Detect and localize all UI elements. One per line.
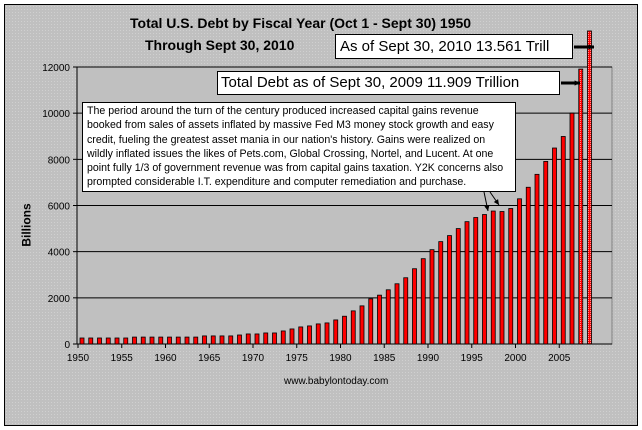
bar-1966	[219, 335, 225, 345]
x-tick-label: 1975	[286, 353, 309, 364]
bar-1979	[333, 319, 339, 345]
bar-1997	[490, 210, 496, 345]
y-tick-label: 4000	[48, 248, 71, 259]
y-tick-label: 6000	[48, 202, 71, 213]
bar-1965	[210, 335, 216, 345]
bar-1981	[350, 310, 356, 345]
y-tick-label: 0	[64, 340, 70, 351]
bar-2008	[587, 30, 592, 345]
bar-1988	[412, 268, 417, 345]
bar-1969	[245, 333, 251, 345]
bar-2006	[569, 112, 575, 345]
bar-1990	[429, 249, 435, 345]
bar-1989	[420, 258, 426, 345]
bar-1952	[97, 337, 102, 345]
x-tick-label: 1985	[373, 353, 396, 364]
bar-2004	[552, 147, 557, 345]
bar-1995	[473, 217, 479, 345]
bar-1975	[298, 326, 304, 345]
bar-1958	[149, 336, 155, 345]
bar-1984	[377, 294, 382, 345]
arrow-icon-head	[588, 44, 594, 50]
bar-1960	[167, 336, 172, 345]
footer-url: www.babylontoday.com	[284, 376, 389, 387]
chart-title: Total U.S. Debt by Fiscal Year (Oct 1 - …	[130, 15, 472, 31]
x-tick-label: 1995	[461, 353, 484, 364]
bar-1974	[289, 328, 295, 345]
arrow-icon-head	[493, 199, 499, 205]
annotation-2009: Total Debt as of Sept 30, 2009 11.909 Tr…	[217, 71, 560, 95]
bar-1971	[263, 332, 269, 345]
bar-1983	[368, 298, 374, 345]
bar-1968	[237, 334, 242, 345]
bar-1955	[123, 337, 129, 345]
arrow-icon-head	[574, 80, 580, 86]
bar-1967	[228, 335, 234, 345]
bar-1996	[482, 214, 487, 345]
bar-2005	[560, 136, 566, 345]
bar-2001	[525, 186, 531, 345]
bar-1986	[394, 283, 400, 345]
annotation-2010: As of Sept 30, 2010 13.561 Trill	[335, 34, 573, 59]
bar-1994	[464, 221, 470, 345]
bar-2003	[543, 161, 549, 345]
y-tick-label: 10000	[42, 109, 70, 120]
x-tick-label: 2005	[548, 353, 571, 364]
bar-1973	[280, 330, 286, 345]
bar-1976	[307, 325, 312, 345]
bar-1999	[508, 208, 514, 345]
bar-1982	[359, 305, 365, 345]
bar-2002	[534, 173, 540, 345]
bar-2000	[517, 198, 522, 345]
x-tick-label: 1955	[111, 353, 134, 364]
bar-1998	[499, 211, 505, 345]
annotation-note: The period around the turn of the centur…	[82, 102, 516, 192]
bar-1987	[403, 277, 409, 345]
bar-1992	[447, 235, 452, 345]
bar-1951	[88, 337, 94, 345]
bar-2007	[578, 68, 584, 345]
bar-1962	[184, 336, 190, 345]
bar-1980	[342, 315, 347, 345]
y-tick-label: 12000	[42, 63, 70, 74]
x-tick-label: 1960	[154, 353, 177, 364]
bar-1959	[158, 336, 164, 345]
bar-1963	[193, 336, 199, 345]
bar-1957	[140, 336, 146, 345]
bar-1977	[315, 323, 321, 345]
bar-1972	[272, 332, 277, 345]
bar-1956	[132, 336, 137, 345]
bar-1964	[202, 335, 207, 345]
x-tick-label: 1970	[242, 353, 265, 364]
bar-1954	[114, 337, 120, 345]
arrow-icon-head	[484, 205, 490, 211]
bar-1970	[254, 333, 260, 345]
x-tick-label: 1980	[329, 353, 352, 364]
y-tick-label: 2000	[48, 294, 71, 305]
bar-1991	[438, 241, 444, 345]
bar-1978	[324, 322, 330, 345]
x-tick-label: 1990	[417, 353, 440, 364]
x-tick-label: 1950	[67, 353, 90, 364]
chart-subtitle: Through Sept 30, 2010	[145, 37, 295, 53]
x-tick-label: 2000	[504, 353, 527, 364]
x-tick-label: 1965	[198, 353, 221, 364]
bar-1961	[175, 336, 181, 345]
bar-1953	[105, 337, 111, 345]
bar-1950	[79, 337, 85, 345]
y-tick-label: 8000	[48, 155, 71, 166]
bar-1985	[385, 289, 391, 345]
bar-1993	[455, 228, 461, 345]
